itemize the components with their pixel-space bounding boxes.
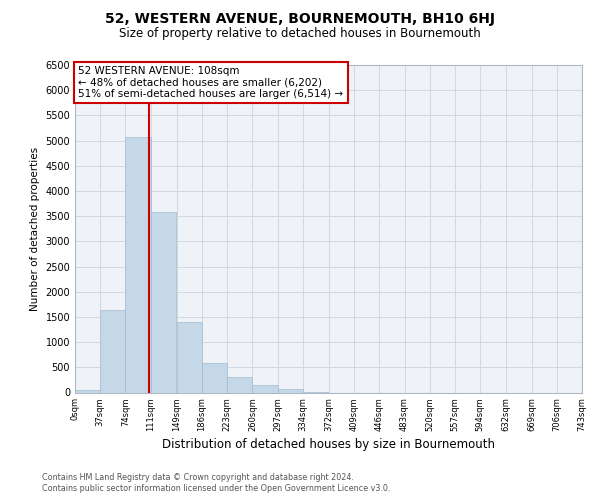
Bar bbox=[125, 136, 151, 392]
Text: Size of property relative to detached houses in Bournemouth: Size of property relative to detached ho… bbox=[119, 28, 481, 40]
Text: Contains public sector information licensed under the Open Government Licence v3: Contains public sector information licen… bbox=[42, 484, 391, 493]
Y-axis label: Number of detached properties: Number of detached properties bbox=[30, 146, 40, 311]
Bar bbox=[100, 310, 125, 392]
Bar bbox=[278, 390, 303, 392]
Bar bbox=[176, 322, 202, 392]
Bar bbox=[202, 363, 227, 392]
Bar bbox=[253, 385, 278, 392]
X-axis label: Distribution of detached houses by size in Bournemouth: Distribution of detached houses by size … bbox=[162, 438, 495, 451]
Text: 52, WESTERN AVENUE, BOURNEMOUTH, BH10 6HJ: 52, WESTERN AVENUE, BOURNEMOUTH, BH10 6H… bbox=[105, 12, 495, 26]
Bar bbox=[151, 212, 176, 392]
Text: Contains HM Land Registry data © Crown copyright and database right 2024.: Contains HM Land Registry data © Crown c… bbox=[42, 472, 354, 482]
Bar bbox=[227, 378, 253, 392]
Text: 52 WESTERN AVENUE: 108sqm
← 48% of detached houses are smaller (6,202)
51% of se: 52 WESTERN AVENUE: 108sqm ← 48% of detac… bbox=[79, 66, 344, 99]
Bar bbox=[75, 390, 100, 392]
